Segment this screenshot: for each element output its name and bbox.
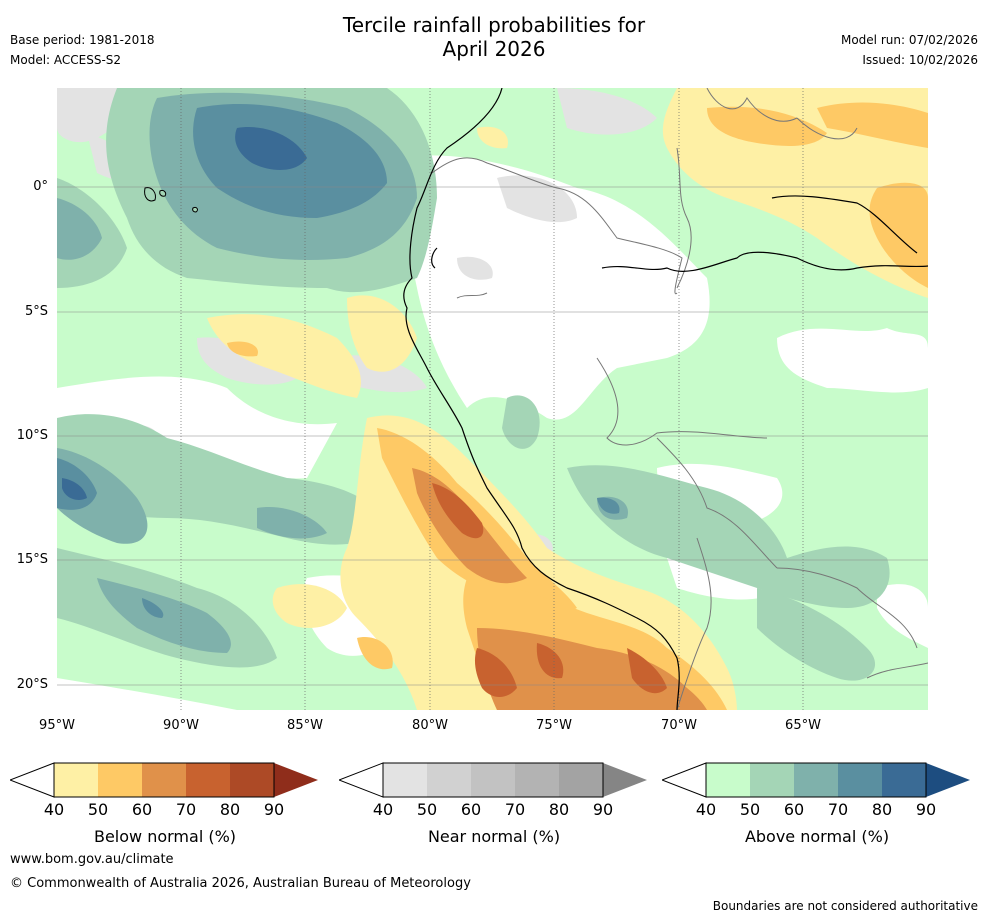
issued-date: Issued: 10/02/2026 [862,53,978,67]
lon-label-75w: 75°W [536,718,572,733]
colorbar-above-tick-6: 90 [915,800,937,819]
colorbar-below-swatch-5 [230,763,274,797]
colorbar-above-tick-1: 40 [695,800,717,819]
colorbar-below-label: Below normal (%) [93,827,237,846]
model-name: Model: ACCESS-S2 [10,53,122,67]
boundary-disclaimer: Boundaries are not considered authoritat… [712,899,978,913]
colorbar-near-tick-3: 60 [460,800,482,819]
website-link[interactable]: www.bom.gov.au/climate [10,852,174,867]
colorbar-above-over-triangle [926,763,970,797]
colorbar-near-tick-4: 70 [504,800,526,819]
colorbar-below-over-triangle [274,763,318,797]
colorbar-near-swatch-1 [383,763,427,797]
colorbar-above-under-triangle [662,762,707,798]
meta-left: Base period: 1981-2018 Model: ACCESS-S2 [10,30,155,70]
coastline [403,88,928,710]
model-run: Model run: 07/02/2026 [840,33,978,47]
colorbar-above-swatches [662,762,970,798]
lat-label-0: 0° [33,179,48,194]
lat-label-15s: 15°S [16,552,48,567]
colorbar-below-swatch-4 [186,763,230,797]
lon-label-65w: 65°W [785,718,821,733]
colorbar-below-swatch-2 [98,763,142,797]
colorbar-below-tick-1: 40 [43,800,65,819]
latitude-lines [57,186,928,686]
lat-label-5s: 5°S [24,304,48,319]
colorbar-near-swatch-2 [427,763,471,797]
colorbar-above-tick-5: 80 [871,800,893,819]
colorbar-above-tick-2: 50 [739,800,761,819]
colorbar-below-tick-6: 90 [263,800,285,819]
colorbar-near-label: Near normal (%) [427,827,561,846]
colorbar-above-outline [705,762,927,798]
colorbar-above-tick-3: 60 [783,800,805,819]
lon-label-85w: 85°W [287,718,323,733]
meta-right: Model run: 07/02/2026 Issued: 10/02/2026 [841,30,978,70]
colorbar-near-tick-6: 90 [592,800,614,819]
colorbar-below-tick-3: 60 [131,800,153,819]
colorbar-below-tick-2: 50 [87,800,109,819]
copyright-text: © Commonwealth of Australia 2026, Austra… [10,876,471,891]
lon-label-80w: 80°W [412,718,448,733]
colorbar-above-swatch-4 [838,763,882,797]
colorbar-near-tick-5: 80 [548,800,570,819]
colorbar-near-over-triangle [603,763,647,797]
lon-label-90w: 90°W [163,718,199,733]
title-line-1: Tercile rainfall probabilities for [342,13,646,37]
colorbar-near-outline [382,762,604,798]
above-normal-80 [62,127,307,500]
colorbar-below-swatch-3 [142,763,186,797]
base-period: Base period: 1981-2018 [10,33,155,47]
title-line-2: April 2026 [442,37,546,61]
colorbar-above-label: Above normal (%) [744,827,890,846]
lon-label-95w: 95°W [39,718,75,733]
lat-label-20s: 20°S [16,677,48,692]
colorbar-below-swatches [10,762,318,798]
colorbar-below-outline [53,762,275,798]
country-boundaries [431,88,928,710]
colorbar-above-swatch-3 [794,763,838,797]
colorbar-near-swatch-3 [471,763,515,797]
colorbar-near-under-triangle [339,762,384,798]
probability-map [57,88,928,710]
colorbar-below-tick-5: 80 [219,800,241,819]
map-canvas [57,88,928,710]
colorbar-above-swatch-5 [882,763,926,797]
colorbar-below-swatch-1 [54,763,98,797]
colorbar-near-swatch-5 [559,763,603,797]
colorbar-above-swatch-2 [750,763,794,797]
lat-label-10s: 10°S [16,428,48,443]
colorbar-above-tick-4: 70 [827,800,849,819]
colorbar-near-tick-1: 40 [372,800,394,819]
colorbar-below-under-triangle [10,762,55,798]
colorbar-near-tick-2: 50 [416,800,438,819]
colorbar-near-swatches [339,762,647,798]
map-title: Tercile rainfall probabilities for April… [0,13,988,61]
colorbar-below-tick-4: 70 [175,800,197,819]
lon-label-70w: 70°W [661,718,697,733]
galapagos-islands [144,187,198,213]
colorbar-near-swatch-4 [515,763,559,797]
colorbar-above-swatch-1 [706,763,750,797]
